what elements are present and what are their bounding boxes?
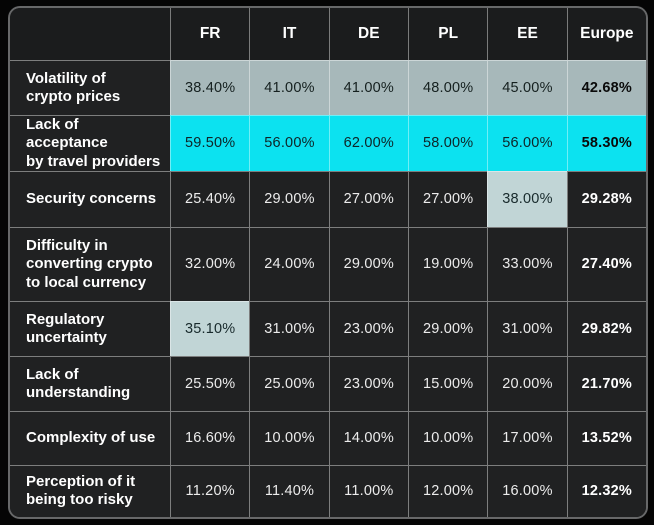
- table-row: Volatility of crypto prices 38.40% 41.00%…: [10, 60, 646, 115]
- header-col-europe: Europe: [566, 8, 646, 60]
- row-label: Security concerns: [10, 170, 170, 227]
- value-cell: 27.00%: [328, 170, 408, 227]
- crypto-concerns-table: FR IT DE PL EE Europe Volatility of cryp…: [8, 6, 648, 519]
- value-cell: 21.70%: [566, 355, 646, 411]
- table-row: Lack of understanding 25.50% 25.00% 23.00%…: [10, 355, 646, 411]
- header-col-it: IT: [249, 8, 329, 60]
- value-cell: 11.20%: [170, 464, 250, 517]
- value-cell: 58.30%: [566, 115, 646, 171]
- row-label: Volatility of crypto prices: [10, 60, 170, 115]
- value-cell: 62.00%: [328, 115, 408, 171]
- value-cell: 23.00%: [328, 355, 408, 411]
- header-row: FR IT DE PL EE Europe: [10, 8, 646, 60]
- row-label: Difficulty in converting crypto to local…: [10, 226, 170, 301]
- value-cell: 56.00%: [487, 115, 567, 171]
- header-col-pl: PL: [407, 8, 488, 60]
- value-cell: 10.00%: [407, 410, 488, 465]
- row-label: Lack of acceptance by travel providers: [10, 115, 170, 171]
- value-cell: 10.00%: [249, 410, 329, 465]
- value-cell: 25.00%: [249, 355, 329, 411]
- value-cell: 29.00%: [328, 226, 408, 301]
- value-cell: 12.32%: [566, 464, 646, 517]
- value-cell: 25.50%: [170, 355, 250, 411]
- value-cell: 45.00%: [487, 60, 567, 115]
- value-cell: 20.00%: [487, 355, 567, 411]
- value-cell: 16.60%: [170, 410, 250, 465]
- value-cell: 48.00%: [407, 60, 488, 115]
- header-col-fr: FR: [170, 8, 250, 60]
- value-cell: 14.00%: [328, 410, 408, 465]
- header-col-de: DE: [328, 8, 408, 60]
- value-cell: 19.00%: [407, 226, 488, 301]
- value-cell: 31.00%: [249, 300, 329, 356]
- row-label: Complexity of use: [10, 410, 170, 465]
- value-cell: 29.00%: [249, 170, 329, 227]
- value-cell: 42.68%: [566, 60, 646, 115]
- value-cell: 24.00%: [249, 226, 329, 301]
- value-cell: 38.40%: [170, 60, 250, 115]
- value-cell: 29.82%: [566, 300, 646, 356]
- value-cell: 12.00%: [407, 464, 488, 517]
- value-cell: 29.28%: [566, 170, 646, 227]
- value-cell: 31.00%: [487, 300, 567, 356]
- row-label: Perception of it being too risky: [10, 464, 170, 517]
- value-cell: 17.00%: [487, 410, 567, 465]
- value-cell: 41.00%: [328, 60, 408, 115]
- value-cell: 11.00%: [328, 464, 408, 517]
- value-cell: 27.40%: [566, 226, 646, 301]
- value-cell: 27.00%: [407, 170, 488, 227]
- value-cell: 56.00%: [249, 115, 329, 171]
- value-cell: 35.10%: [170, 300, 250, 356]
- table-row: Difficulty in converting crypto to local…: [10, 226, 646, 301]
- value-cell: 58.00%: [407, 115, 488, 171]
- value-cell: 25.40%: [170, 170, 250, 227]
- row-label: Lack of understanding: [10, 355, 170, 411]
- value-cell: 59.50%: [170, 115, 250, 171]
- value-cell: 16.00%: [487, 464, 567, 517]
- row-label: Regulatory uncertainty: [10, 300, 170, 356]
- value-cell: 15.00%: [407, 355, 488, 411]
- table-row: Lack of acceptance by travel providers 5…: [10, 115, 646, 171]
- header-col-ee: EE: [487, 8, 567, 60]
- header-empty-cell: [10, 8, 170, 60]
- table-row: Regulatory uncertainty 35.10% 31.00% 23.00…: [10, 300, 646, 356]
- table-row: Security concerns 25.40% 29.00% 27.00% 27.0…: [10, 170, 646, 227]
- value-cell: 32.00%: [170, 226, 250, 301]
- value-cell: 33.00%: [487, 226, 567, 301]
- table-row: Perception of it being too risky 11.20% 1…: [10, 464, 646, 517]
- data-table: FR IT DE PL EE Europe Volatility of cryp…: [10, 8, 646, 517]
- value-cell: 13.52%: [566, 410, 646, 465]
- value-cell: 41.00%: [249, 60, 329, 115]
- value-cell: 11.40%: [249, 464, 329, 517]
- value-cell: 29.00%: [407, 300, 488, 356]
- value-cell: 23.00%: [328, 300, 408, 356]
- value-cell: 38.00%: [487, 170, 567, 227]
- table-row: Complexity of use 16.60% 10.00% 14.00% 10.0…: [10, 410, 646, 465]
- table-body: Volatility of crypto prices 38.40% 41.00%…: [10, 60, 646, 517]
